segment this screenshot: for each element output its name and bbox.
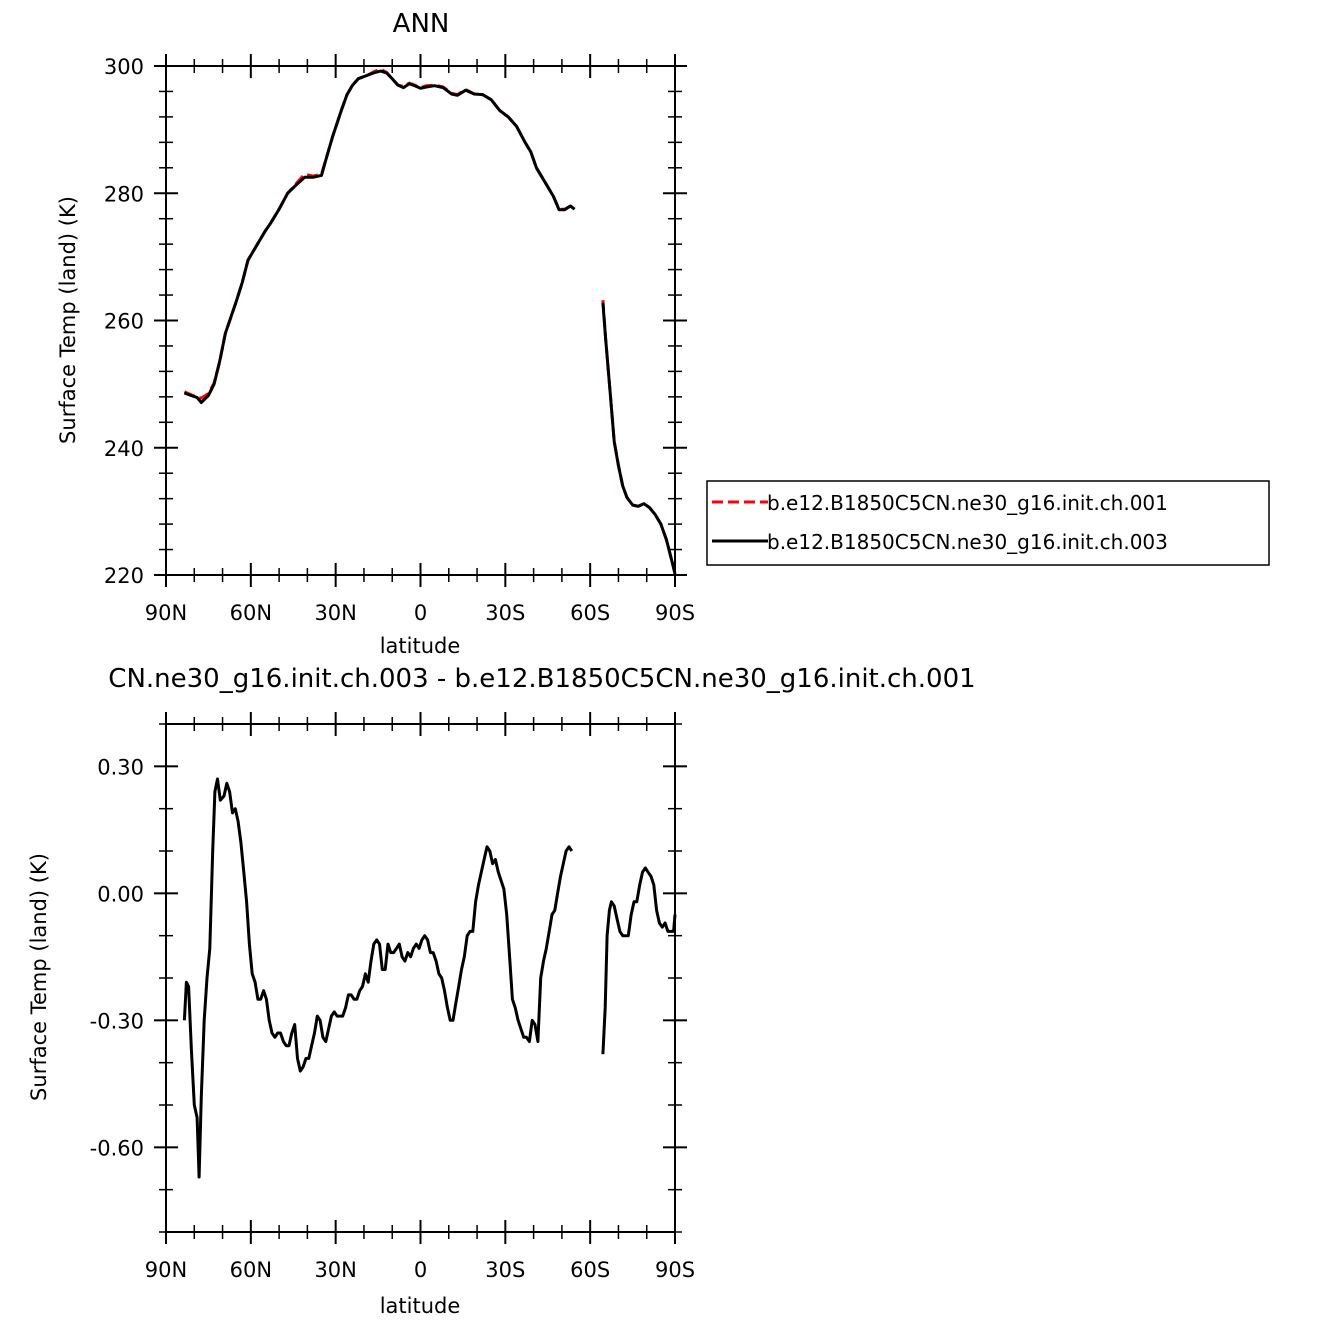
- bottom-panel: CN.ne30_g16.init.ch.003 - b.e12.B1850C5C…: [27, 664, 976, 1318]
- c0-x-tick-label-4: 30S: [485, 601, 525, 625]
- c0-y-tick-label-0: 220: [104, 564, 144, 588]
- c1-x-tick-label-6: 90S: [655, 1258, 695, 1282]
- c0-series-0-line-seg-0: [183, 67, 576, 400]
- c0-series-1-line-seg-0: [183, 69, 576, 405]
- c1-x-tick-label-3: 0: [414, 1258, 427, 1282]
- c0-y-tick-label-4: 300: [104, 55, 144, 79]
- bottom-x-axis-label: latitude: [380, 1294, 461, 1318]
- c0-x-tick-label-6: 90S: [655, 601, 695, 625]
- c1-y-tick-label-3: -0.60: [90, 1136, 144, 1160]
- c0-y-tick-label-3: 280: [104, 182, 144, 206]
- c0-series-1-line-seg-1: [601, 302, 677, 575]
- c0-x-tick-label-0: 90N: [145, 601, 187, 625]
- top-plot-area: 90N 60N 30N 0 30S 60S 90S 220 240 260 280 300: [104, 54, 695, 625]
- legend-box: [706, 480, 1270, 566]
- bottom-y-axis-label: Surface Temp (land) (K): [27, 853, 51, 1101]
- legend-label-001: b.e12.B1850C5CN.ne30_g16.init.ch.001: [767, 491, 1168, 515]
- top-x-axis-label: latitude: [380, 634, 461, 658]
- legend: b.e12.B1850C5CN.ne30_g16.init.ch.001 b.e…: [706, 480, 1270, 566]
- c1-series-0-line-seg-0: [182, 777, 574, 1179]
- bottom-chart-title: CN.ne30_g16.init.ch.003 - b.e12.B1850C5C…: [108, 664, 975, 694]
- c1-x-tick-label-4: 30S: [485, 1258, 525, 1282]
- c0-y-tick-label-1: 240: [104, 437, 144, 461]
- c1-y-tick-label-2: -0.30: [90, 1009, 144, 1033]
- bottom-plot-area: 90N 60N 30N 0 30S 60S 90S 0.30 0.00 -0.30 -0.60: [90, 712, 695, 1282]
- c1-x-tick-label-5: 60S: [570, 1258, 610, 1282]
- c1-x-tick-label-1: 60N: [230, 1258, 272, 1282]
- c0-y-tick-label-2: 260: [104, 310, 144, 334]
- top-chart-title: ANN: [393, 9, 450, 39]
- top-y-axis-label: Surface Temp (land) (K): [56, 196, 80, 444]
- top-panel: ANN Surface Temp (land) (K) latitude 90N…: [56, 9, 695, 658]
- c0-x-tick-label-5: 60S: [570, 601, 610, 625]
- c1-plot-frame: [165, 723, 676, 1233]
- c0-x-tick-label-1: 60N: [230, 601, 272, 625]
- c0-x-tick-label-2: 30N: [314, 601, 356, 625]
- c0-x-tick-label-3: 0: [414, 601, 427, 625]
- c1-y-tick-label-0: 0.30: [97, 755, 144, 779]
- c1-y-tick-label-1: 0.00: [97, 882, 144, 906]
- legend-label-003: b.e12.B1850C5CN.ne30_g16.init.ch.003: [767, 530, 1168, 554]
- c0-plot-frame: [165, 65, 676, 576]
- c1-series-0-line-seg-1: [601, 866, 677, 1055]
- c1-x-tick-label-2: 30N: [314, 1258, 356, 1282]
- c1-x-tick-label-0: 90N: [145, 1258, 187, 1282]
